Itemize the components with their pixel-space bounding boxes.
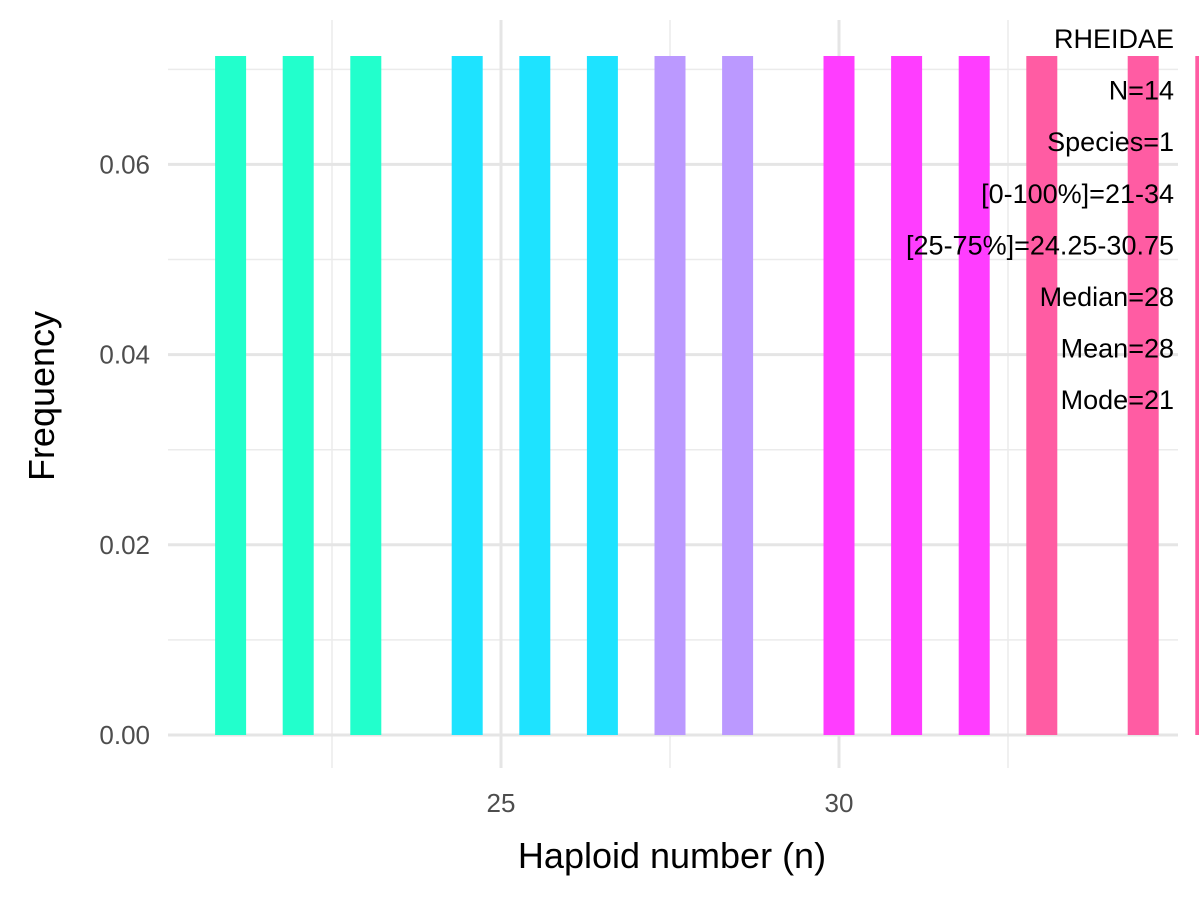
bars [215, 56, 1199, 735]
annotation-line: [0-100%]=21-34 [981, 179, 1174, 209]
x-tick-label: 30 [825, 788, 854, 818]
bar [215, 56, 247, 735]
bar [519, 56, 551, 735]
summary-annotations: RHEIDAE N=14 Species=1 [0-100%]=21-34 [25-75… [906, 24, 1174, 415]
bar [958, 56, 990, 735]
bar [654, 56, 686, 735]
bar [823, 56, 855, 735]
x-tick-label: 25 [487, 788, 516, 818]
bar [891, 56, 923, 735]
y-tick-label: 0.04 [99, 340, 150, 370]
bar [451, 56, 483, 735]
bar [1127, 56, 1159, 735]
annotation-line: N=14 [1109, 76, 1174, 106]
annotation-line: Mode=21 [1061, 385, 1174, 415]
bar [722, 56, 754, 735]
bar [350, 56, 382, 735]
annotation-line: RHEIDAE [1054, 24, 1174, 54]
y-axis-title: Frequency [21, 311, 62, 481]
y-tick-label: 0.02 [99, 530, 150, 560]
x-tick-labels: 25 30 [487, 788, 854, 818]
bar [586, 56, 618, 735]
annotation-line: Median=28 [1040, 282, 1174, 312]
y-tick-label: 0.06 [99, 149, 150, 179]
bar [282, 56, 314, 735]
y-tick-labels: 0.00 0.02 0.04 0.06 [99, 149, 150, 750]
annotation-line: [25-75%]=24.25-30.75 [906, 230, 1174, 260]
annotation-line: Species=1 [1047, 127, 1174, 157]
bar [1195, 56, 1199, 735]
bar [1026, 56, 1058, 735]
y-tick-label: 0.00 [99, 720, 150, 750]
x-axis-title: Haploid number (n) [518, 835, 826, 876]
annotation-line: Mean=28 [1061, 334, 1174, 364]
